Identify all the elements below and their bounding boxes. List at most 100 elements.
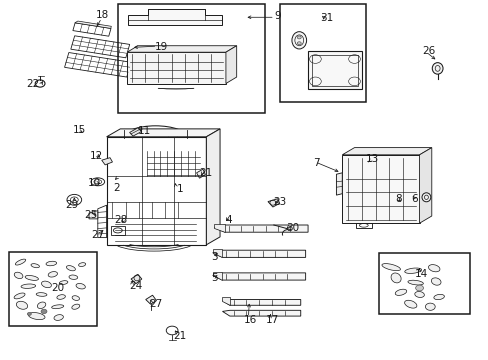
- Ellipse shape: [390, 273, 400, 283]
- Ellipse shape: [381, 264, 400, 271]
- Text: 23: 23: [272, 197, 286, 207]
- Ellipse shape: [59, 281, 68, 284]
- Bar: [378, 253, 469, 314]
- Polygon shape: [342, 155, 419, 223]
- Polygon shape: [222, 310, 300, 316]
- Text: 10: 10: [87, 178, 100, 188]
- Ellipse shape: [430, 278, 440, 285]
- Ellipse shape: [16, 301, 28, 309]
- Text: 22: 22: [26, 78, 40, 89]
- Text: 28: 28: [114, 215, 128, 225]
- Ellipse shape: [404, 268, 421, 274]
- Text: 14: 14: [414, 269, 427, 279]
- Ellipse shape: [72, 304, 80, 309]
- Polygon shape: [131, 274, 142, 284]
- Text: 18: 18: [96, 10, 109, 20]
- Text: 27: 27: [148, 299, 162, 309]
- Text: 21: 21: [198, 168, 212, 178]
- Text: 3: 3: [210, 252, 217, 262]
- Text: 25: 25: [83, 210, 97, 220]
- Polygon shape: [102, 158, 112, 165]
- Ellipse shape: [37, 302, 46, 309]
- Polygon shape: [267, 199, 279, 207]
- Circle shape: [27, 312, 31, 315]
- Ellipse shape: [72, 296, 80, 301]
- Polygon shape: [222, 297, 229, 305]
- Ellipse shape: [14, 293, 25, 299]
- Polygon shape: [225, 46, 236, 84]
- Text: 13: 13: [365, 154, 379, 164]
- Ellipse shape: [25, 275, 39, 280]
- Circle shape: [297, 36, 301, 39]
- Ellipse shape: [79, 263, 85, 266]
- Polygon shape: [342, 148, 431, 155]
- Ellipse shape: [431, 63, 442, 74]
- Ellipse shape: [31, 264, 40, 268]
- Polygon shape: [212, 272, 222, 280]
- Ellipse shape: [48, 271, 58, 277]
- Polygon shape: [336, 173, 342, 195]
- Polygon shape: [212, 273, 305, 280]
- Circle shape: [41, 309, 47, 314]
- Polygon shape: [127, 46, 236, 52]
- Text: 5: 5: [210, 273, 217, 283]
- Ellipse shape: [15, 259, 26, 265]
- Polygon shape: [75, 21, 111, 28]
- Circle shape: [415, 285, 423, 291]
- Text: 12: 12: [90, 150, 103, 161]
- Polygon shape: [127, 52, 225, 84]
- Ellipse shape: [41, 281, 51, 288]
- Polygon shape: [196, 169, 205, 178]
- Text: 7: 7: [313, 158, 320, 168]
- Bar: [307, 51, 361, 89]
- Text: 15: 15: [72, 125, 86, 135]
- Ellipse shape: [36, 293, 47, 296]
- Ellipse shape: [427, 265, 439, 272]
- Ellipse shape: [66, 266, 75, 271]
- Ellipse shape: [76, 283, 85, 289]
- Text: 30: 30: [285, 222, 298, 233]
- Text: 27: 27: [91, 230, 104, 240]
- Bar: [118, 4, 264, 113]
- Ellipse shape: [52, 305, 63, 309]
- Text: 19: 19: [154, 42, 168, 52]
- Text: 9: 9: [274, 11, 281, 21]
- Ellipse shape: [414, 292, 424, 297]
- Polygon shape: [212, 250, 305, 257]
- Circle shape: [297, 42, 301, 45]
- Ellipse shape: [433, 294, 444, 300]
- Text: 4: 4: [225, 215, 232, 225]
- Ellipse shape: [425, 303, 434, 310]
- Text: 29: 29: [65, 200, 79, 210]
- Text: 8: 8: [394, 194, 401, 204]
- Polygon shape: [222, 300, 300, 305]
- Ellipse shape: [407, 280, 423, 285]
- Text: 1: 1: [176, 184, 183, 194]
- Ellipse shape: [69, 275, 78, 279]
- Polygon shape: [89, 211, 98, 219]
- Text: 2: 2: [113, 183, 120, 193]
- Polygon shape: [106, 129, 220, 137]
- Polygon shape: [206, 129, 220, 245]
- Bar: [106, 137, 206, 245]
- Text: 31: 31: [319, 13, 333, 23]
- Polygon shape: [212, 249, 222, 257]
- Polygon shape: [214, 224, 224, 232]
- Text: 24: 24: [129, 281, 142, 291]
- Polygon shape: [419, 148, 431, 223]
- Ellipse shape: [57, 295, 65, 299]
- Text: 26: 26: [422, 46, 435, 56]
- Text: 20: 20: [51, 283, 64, 293]
- Polygon shape: [128, 9, 222, 25]
- Text: 16: 16: [243, 315, 257, 325]
- Ellipse shape: [21, 284, 36, 288]
- Ellipse shape: [14, 272, 23, 279]
- Ellipse shape: [291, 32, 306, 49]
- Text: 6: 6: [410, 194, 417, 204]
- Ellipse shape: [28, 312, 45, 320]
- Text: 21: 21: [173, 330, 186, 341]
- Ellipse shape: [394, 289, 406, 296]
- Ellipse shape: [46, 261, 57, 266]
- Bar: [9, 252, 97, 326]
- Bar: [311, 55, 357, 86]
